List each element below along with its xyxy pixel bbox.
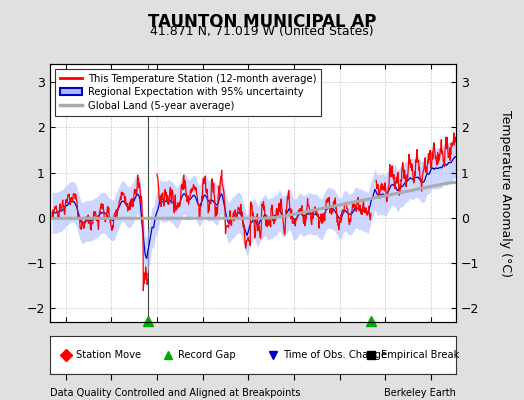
- Text: Data Quality Controlled and Aligned at Breakpoints: Data Quality Controlled and Aligned at B…: [50, 388, 300, 398]
- Y-axis label: Temperature Anomaly (°C): Temperature Anomaly (°C): [498, 110, 511, 276]
- Text: 41.871 N, 71.019 W (United States): 41.871 N, 71.019 W (United States): [150, 25, 374, 38]
- Text: Empirical Break: Empirical Break: [381, 350, 459, 360]
- Text: Record Gap: Record Gap: [178, 350, 235, 360]
- Legend: This Temperature Station (12-month average), Regional Expectation with 95% uncer: This Temperature Station (12-month avera…: [55, 69, 321, 116]
- Text: Time of Obs. Change: Time of Obs. Change: [283, 350, 387, 360]
- Text: Berkeley Earth: Berkeley Earth: [384, 388, 456, 398]
- Text: Station Move: Station Move: [76, 350, 141, 360]
- Text: TAUNTON MUNICIPAL AP: TAUNTON MUNICIPAL AP: [148, 13, 376, 31]
